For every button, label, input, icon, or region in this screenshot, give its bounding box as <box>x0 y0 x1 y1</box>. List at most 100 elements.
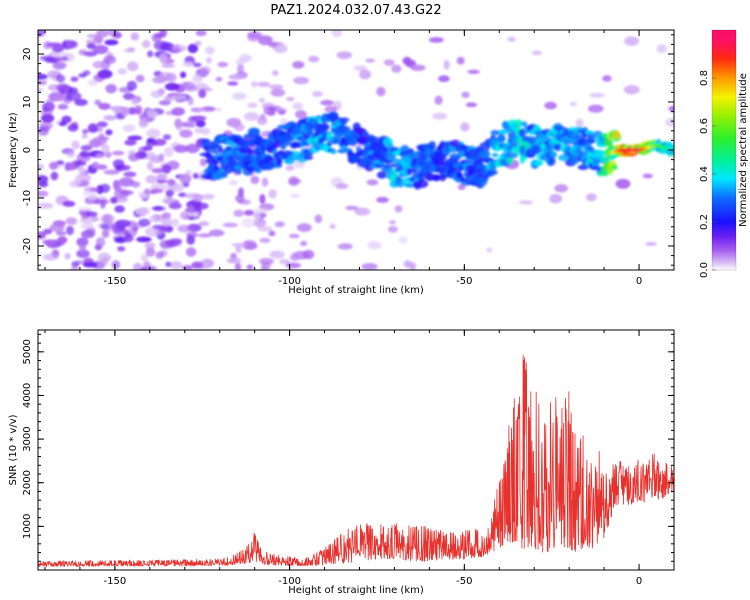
spectrogram-cell <box>159 239 175 249</box>
spectrogram-cell <box>403 260 412 268</box>
spectrogram-cell <box>192 74 203 83</box>
spectrogram-cell <box>365 58 376 63</box>
spectrogram-cell <box>65 91 82 101</box>
spectrogram-cell <box>438 75 450 83</box>
spectrogram-cell <box>72 161 87 166</box>
spectrogram-cell <box>460 122 470 132</box>
spectrogram-cell <box>114 113 126 120</box>
spectrogram-cell <box>531 50 543 56</box>
spectrogram-cell <box>173 144 189 153</box>
spectrogram-cell <box>200 127 211 135</box>
spectrogram-cell <box>367 241 382 250</box>
spectrogram-cell <box>100 213 115 224</box>
spectrogram-cell <box>52 61 67 70</box>
spectrogram-cell <box>279 139 292 147</box>
spectrogram-cell <box>383 59 395 66</box>
spectrogram-cell <box>257 81 271 87</box>
spectrogram-cell <box>55 231 67 236</box>
spectrogram-cell <box>82 190 97 198</box>
spectrogram-cell <box>158 73 165 83</box>
spectrogram-cell <box>161 196 176 205</box>
spectrogram-cell <box>285 165 295 171</box>
colorbar-tick-label: 0.6 <box>699 118 710 134</box>
spectrogram-cell <box>258 97 266 104</box>
spectrogram-cell <box>338 117 350 122</box>
spectrogram-cell <box>642 173 653 179</box>
spectrogram-cell <box>361 263 378 270</box>
spectrogram-cell <box>290 193 300 198</box>
spectrogram-cell <box>274 221 285 228</box>
spectrogram-cell <box>105 84 117 94</box>
spectrogram-cell <box>246 148 253 156</box>
spectrogram-cell <box>199 158 207 167</box>
spectrogram-cell <box>272 70 279 76</box>
spectrogram-cell <box>87 123 99 133</box>
y-tick-label: 20 <box>22 48 33 61</box>
spectrogram-plot-area <box>38 30 674 270</box>
spectrogram-cell <box>124 139 137 146</box>
spectrogram-cell <box>668 105 674 112</box>
spectrogram-cell <box>394 205 403 213</box>
spectrogram-cell <box>171 218 180 227</box>
colorbar-ticks: 0.0 0.2 0.4 0.6 0.8 <box>699 70 716 278</box>
spectrogram-cell <box>465 102 478 108</box>
spectrogram-cell <box>467 69 480 74</box>
spectrogram-cell <box>250 80 258 88</box>
spectrogram-cell <box>159 53 168 64</box>
snr-frame <box>37 329 675 571</box>
spectrogram-cell <box>49 223 65 232</box>
spectrogram-cell <box>123 93 135 100</box>
spectrogram-cell <box>81 133 88 139</box>
spectrogram-cell <box>187 116 198 124</box>
spectrogram-cell <box>86 42 96 50</box>
spectrogram-cell <box>164 82 180 91</box>
spectrogram-cell <box>122 235 134 243</box>
spectrogram-cell <box>123 171 137 178</box>
spectrogram-cell <box>575 118 584 128</box>
spectrogram-cell <box>152 224 165 229</box>
spectrogram-cell <box>391 64 402 73</box>
spectrogram-cell <box>98 102 111 110</box>
spectrogram-cell <box>194 40 202 47</box>
spectrogram-cell <box>247 127 261 135</box>
snr-x-ticks: -150 -100 -50 0 <box>44 330 675 587</box>
spectrogram-cell <box>311 91 323 97</box>
spectrogram-cell <box>112 150 125 156</box>
spectrogram-cell <box>269 250 285 259</box>
spectrogram-cell <box>484 150 490 158</box>
spectrogram-cell <box>54 97 66 102</box>
colorbar-label: Normalized spectral amplitude <box>738 73 749 227</box>
spectrogram-cell <box>145 247 156 257</box>
spectrogram-cell <box>119 190 134 196</box>
spectrogram-cell <box>247 32 260 42</box>
spectrogram-cell <box>389 220 396 225</box>
spectrogram-cell <box>66 150 75 158</box>
spectrogram-cell <box>409 168 418 173</box>
spectrogram-cell <box>398 236 408 244</box>
spectrogram-cell <box>569 154 580 165</box>
spectrogram-cell <box>165 261 172 267</box>
spectrogram-cell <box>83 70 91 76</box>
spectrogram-cell <box>507 36 516 42</box>
spectrogram-cell <box>159 30 167 38</box>
spectrogram-cell <box>602 75 612 82</box>
spectrogram-cell <box>270 88 286 97</box>
spectrogram-cell <box>70 76 79 82</box>
spectrogram-cell <box>308 55 320 63</box>
spectrogram-cell <box>110 196 118 204</box>
spectrogram-cell <box>244 242 258 250</box>
colorbar-tick-label: 0.0 <box>699 262 710 278</box>
spectrogram-cell <box>95 237 106 248</box>
spectrogram-cell <box>107 30 119 37</box>
spectrogram-cell <box>157 88 166 95</box>
spectrogram-cell <box>158 100 171 106</box>
spectrogram-cell <box>160 217 173 227</box>
spectrogram-cell <box>307 129 314 136</box>
spectrogram-cell <box>78 165 85 175</box>
spectrogram-y-ticks: -20 -10 0 10 20 <box>22 34 674 266</box>
y-tick-label: 10 <box>22 96 33 109</box>
colorbar-tick-label: 0.4 <box>699 166 710 182</box>
spectrogram-cell <box>259 237 271 244</box>
spectrogram-cell <box>432 174 441 182</box>
spectrogram-cell <box>130 32 140 41</box>
